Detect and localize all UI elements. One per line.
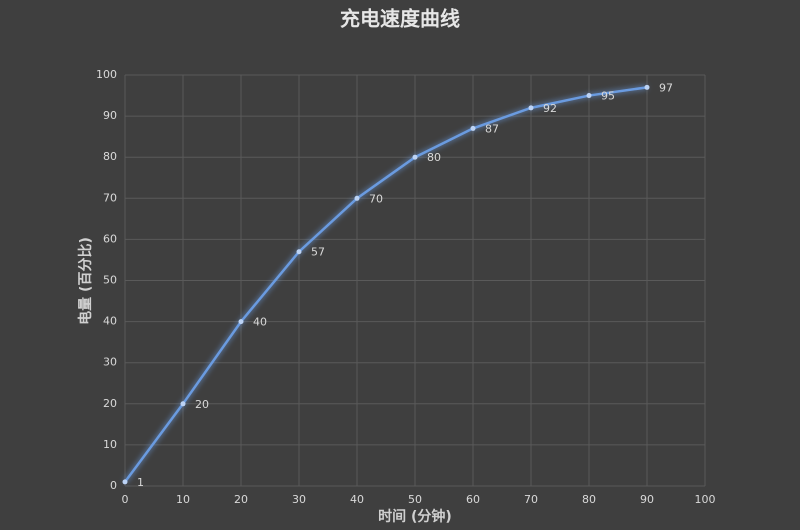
y-tick-label: 10 bbox=[103, 438, 117, 451]
series-line bbox=[123, 86, 648, 483]
data-label: 87 bbox=[485, 122, 499, 135]
data-label: 1 bbox=[137, 476, 144, 489]
data-point bbox=[122, 479, 128, 485]
data-label: 80 bbox=[427, 151, 441, 164]
data-point bbox=[180, 401, 186, 407]
y-tick-label: 90 bbox=[103, 109, 117, 122]
x-tick-label: 10 bbox=[176, 493, 190, 506]
data-label: 92 bbox=[543, 102, 557, 115]
data-label: 40 bbox=[253, 316, 267, 329]
data-point bbox=[644, 84, 650, 90]
y-tick-label: 100 bbox=[96, 68, 117, 81]
y-tick-label: 80 bbox=[103, 150, 117, 163]
y-tick-label: 50 bbox=[103, 274, 117, 287]
data-label: 97 bbox=[659, 81, 673, 94]
x-tick-label: 100 bbox=[695, 493, 716, 506]
y-tick-label: 40 bbox=[103, 315, 117, 328]
x-tick-label: 80 bbox=[582, 493, 596, 506]
x-tick-label: 20 bbox=[234, 493, 248, 506]
data-point bbox=[296, 249, 302, 255]
y-axis-title: 电量 (百分比) bbox=[77, 237, 94, 325]
data-label: 57 bbox=[311, 246, 325, 259]
x-tick-label: 30 bbox=[292, 493, 306, 506]
data-point bbox=[354, 195, 360, 201]
data-label: 70 bbox=[369, 192, 383, 205]
data-label: 95 bbox=[601, 90, 615, 103]
y-tick-label: 30 bbox=[103, 356, 117, 369]
y-tick-label: 0 bbox=[110, 479, 117, 492]
y-tick-label: 20 bbox=[103, 397, 117, 410]
data-point bbox=[412, 154, 418, 160]
x-tick-label: 70 bbox=[524, 493, 538, 506]
x-tick-label: 50 bbox=[408, 493, 422, 506]
data-point bbox=[528, 105, 534, 111]
x-tick-label: 40 bbox=[350, 493, 364, 506]
y-tick-label: 70 bbox=[103, 191, 117, 204]
x-tick-label: 60 bbox=[466, 493, 480, 506]
y-tick-label: 60 bbox=[103, 232, 117, 245]
x-tick-label: 90 bbox=[640, 493, 654, 506]
data-label: 20 bbox=[195, 398, 209, 411]
data-point bbox=[238, 319, 244, 325]
data-point bbox=[586, 93, 592, 99]
x-axis-title: 时间 (分钟) bbox=[378, 508, 452, 525]
chart-title: 充电速度曲线 bbox=[340, 7, 460, 31]
x-tick-label: 0 bbox=[122, 493, 129, 506]
data-point bbox=[470, 125, 476, 131]
